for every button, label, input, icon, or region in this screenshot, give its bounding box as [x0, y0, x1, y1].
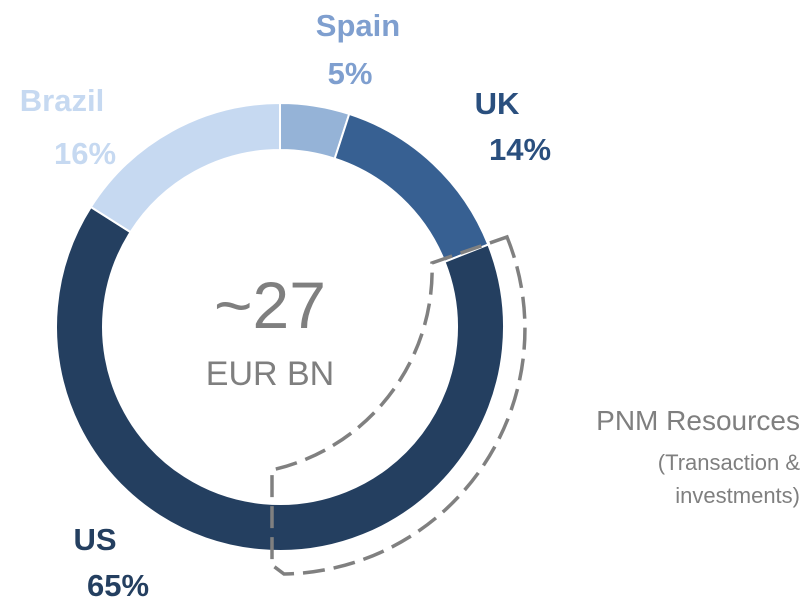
center-value: ~27	[214, 268, 326, 342]
annotation-line: (Transaction &	[658, 450, 801, 475]
slice-label: US	[73, 522, 116, 557]
donut	[55, 101, 505, 552]
slice-value-label: 65%	[87, 568, 149, 603]
slice-label: UK	[475, 86, 520, 121]
donut-slice	[333, 112, 490, 264]
slice-value-label: 16%	[54, 136, 116, 171]
donut-slice	[89, 101, 281, 234]
highlight-outline	[270, 234, 527, 576]
annotation-line: investments)	[675, 483, 800, 508]
slice-label: Brazil	[20, 83, 104, 118]
slice-label: Spain	[316, 8, 400, 43]
center-unit: EUR BN	[206, 355, 334, 393]
annotation-title: PNM Resources	[596, 405, 800, 436]
slice-value-label: 14%	[489, 132, 551, 167]
slice-value-label: 5%	[328, 56, 373, 91]
donut-slice	[55, 205, 505, 552]
